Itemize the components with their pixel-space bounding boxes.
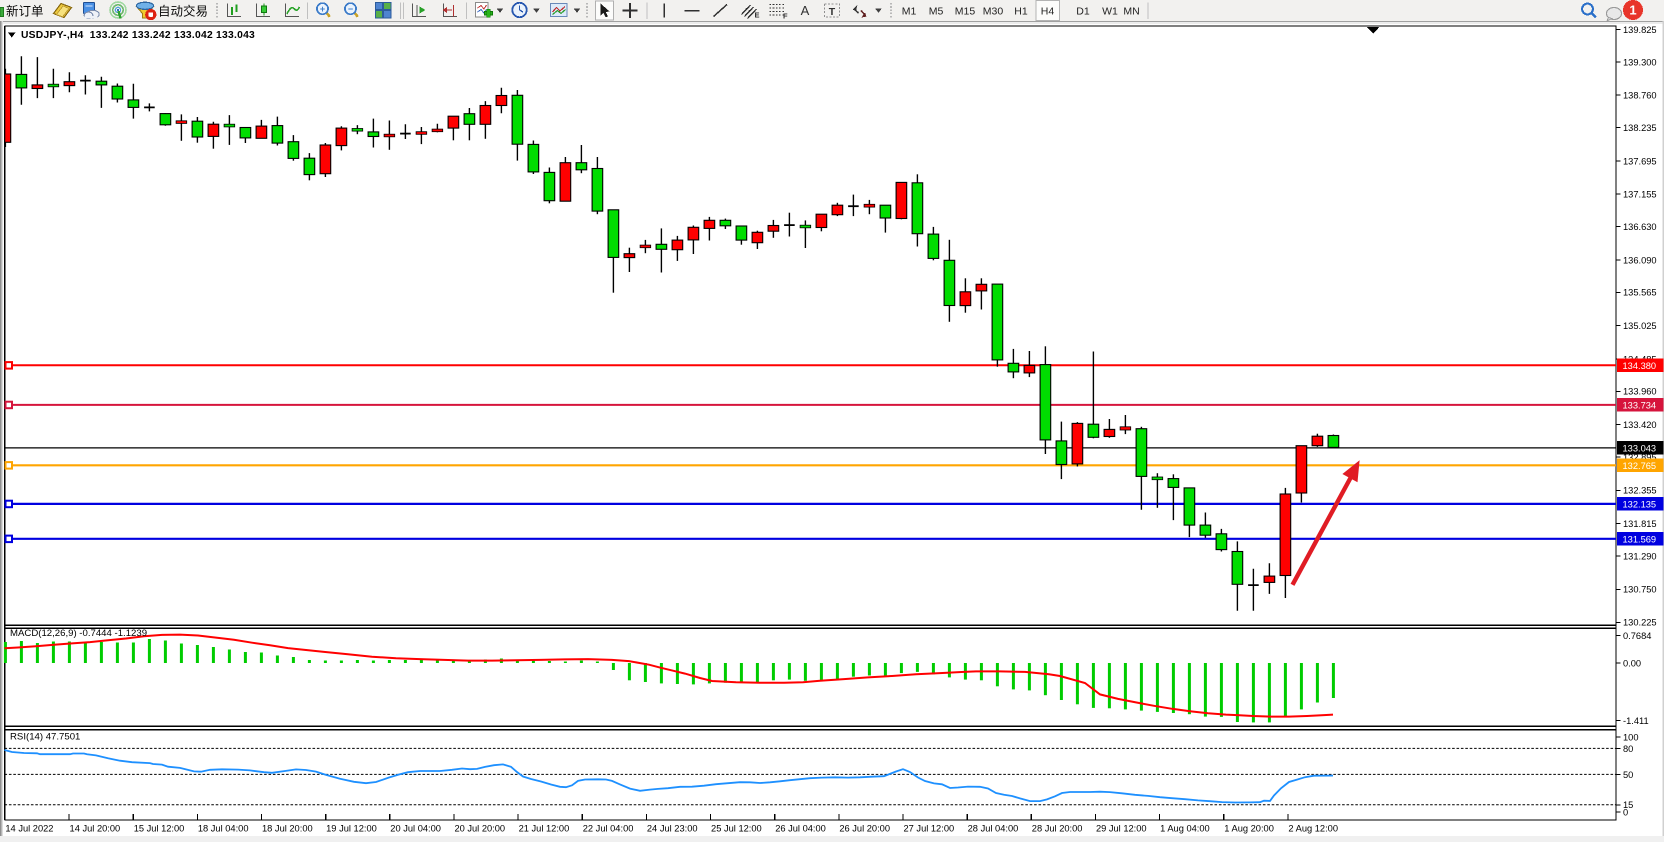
svg-text:134.380: 134.380: [1623, 361, 1657, 371]
svg-text:−: −: [348, 4, 353, 14]
svg-text:新订单: 新订单: [6, 4, 44, 19]
svg-text:15 Jul 12:00: 15 Jul 12:00: [134, 824, 185, 834]
svg-text:M5: M5: [929, 6, 944, 18]
svg-text:W1: W1: [1102, 6, 1118, 18]
svg-text:80: 80: [1623, 744, 1633, 754]
svg-text:132.355: 132.355: [1623, 486, 1657, 496]
svg-text:133.960: 133.960: [1623, 387, 1657, 397]
svg-text:131.290: 131.290: [1623, 551, 1657, 561]
svg-text:19 Jul 12:00: 19 Jul 12:00: [326, 824, 377, 834]
svg-text:MN: MN: [1123, 6, 1139, 18]
svg-text:26 Jul 04:00: 26 Jul 04:00: [775, 824, 826, 834]
svg-text:25 Jul 12:00: 25 Jul 12:00: [711, 824, 762, 834]
svg-text:1 Aug 20:00: 1 Aug 20:00: [1224, 824, 1274, 834]
svg-text:15: 15: [1623, 800, 1633, 810]
svg-text:0.7684: 0.7684: [1623, 631, 1651, 641]
svg-text:MACD(12,26,9) -0.7444 -1.1239: MACD(12,26,9) -0.7444 -1.1239: [10, 628, 147, 639]
svg-text:131.815: 131.815: [1623, 519, 1657, 529]
svg-text:A: A: [801, 3, 810, 18]
svg-text:26 Jul 20:00: 26 Jul 20:00: [839, 824, 890, 834]
svg-text:T: T: [829, 6, 836, 18]
svg-text:135.025: 135.025: [1623, 321, 1657, 331]
svg-text:14 Jul 2022: 14 Jul 2022: [5, 824, 53, 834]
svg-text:22 Jul 04:00: 22 Jul 04:00: [583, 824, 634, 834]
svg-text:18 Jul 20:00: 18 Jul 20:00: [262, 824, 313, 834]
svg-text:-1.411: -1.411: [1623, 716, 1649, 726]
svg-text:M30: M30: [983, 6, 1004, 18]
svg-text:USDJPY-,H4 133.242 133.242 13: USDJPY-,H4 133.242 133.242 133.042 133.0…: [21, 30, 255, 41]
svg-text:138.760: 138.760: [1623, 91, 1657, 101]
svg-text:0.00: 0.00: [1623, 658, 1641, 668]
svg-text:100: 100: [1623, 732, 1639, 742]
svg-text:H4: H4: [1041, 6, 1055, 18]
svg-text:M15: M15: [955, 6, 976, 18]
svg-text:H1: H1: [1014, 6, 1028, 18]
svg-text:1 Aug 04:00: 1 Aug 04:00: [1160, 824, 1210, 834]
svg-text:136.630: 136.630: [1623, 222, 1657, 232]
svg-text:M1: M1: [902, 6, 917, 18]
svg-text:RSI(14) 47.7501: RSI(14) 47.7501: [10, 732, 80, 743]
svg-text:132.895: 132.895: [1623, 452, 1657, 462]
svg-text:136.090: 136.090: [1623, 255, 1657, 265]
svg-text:自动交易: 自动交易: [158, 4, 208, 19]
svg-text:135.565: 135.565: [1623, 288, 1657, 298]
svg-text:137.155: 137.155: [1623, 190, 1657, 200]
svg-text:139.825: 139.825: [1623, 25, 1657, 35]
svg-text:D1: D1: [1076, 6, 1090, 18]
svg-text:130.750: 130.750: [1623, 585, 1657, 595]
svg-text:1: 1: [1629, 3, 1636, 18]
svg-text:133.420: 133.420: [1623, 420, 1657, 430]
svg-text:27 Jul 12:00: 27 Jul 12:00: [904, 824, 955, 834]
svg-text:138.235: 138.235: [1623, 123, 1657, 133]
svg-text:137.695: 137.695: [1623, 156, 1657, 166]
svg-text:+: +: [320, 4, 325, 14]
svg-text:24 Jul 23:00: 24 Jul 23:00: [647, 824, 698, 834]
svg-text:28 Jul 04:00: 28 Jul 04:00: [968, 824, 1019, 834]
svg-text:133.734: 133.734: [1623, 401, 1657, 411]
svg-text:130.225: 130.225: [1623, 618, 1657, 628]
svg-text:133.043: 133.043: [1623, 444, 1657, 454]
svg-text:0: 0: [1623, 807, 1628, 817]
svg-text:132.765: 132.765: [1623, 461, 1657, 471]
svg-text:18 Jul 04:00: 18 Jul 04:00: [198, 824, 249, 834]
svg-text:20 Jul 04:00: 20 Jul 04:00: [390, 824, 441, 834]
svg-text:14 Jul 20:00: 14 Jul 20:00: [70, 824, 121, 834]
svg-text:2 Aug 12:00: 2 Aug 12:00: [1288, 824, 1338, 834]
svg-text:20 Jul 20:00: 20 Jul 20:00: [454, 824, 505, 834]
svg-text:132.135: 132.135: [1623, 500, 1657, 510]
svg-text:F: F: [783, 12, 788, 21]
svg-text:28 Jul 20:00: 28 Jul 20:00: [1032, 824, 1083, 834]
svg-text:29 Jul 12:00: 29 Jul 12:00: [1096, 824, 1147, 834]
svg-text:139.300: 139.300: [1623, 57, 1657, 67]
svg-text:21 Jul 12:00: 21 Jul 12:00: [519, 824, 570, 834]
svg-text:131.569: 131.569: [1623, 534, 1657, 544]
svg-text:E: E: [755, 11, 760, 20]
svg-text:50: 50: [1623, 770, 1633, 780]
